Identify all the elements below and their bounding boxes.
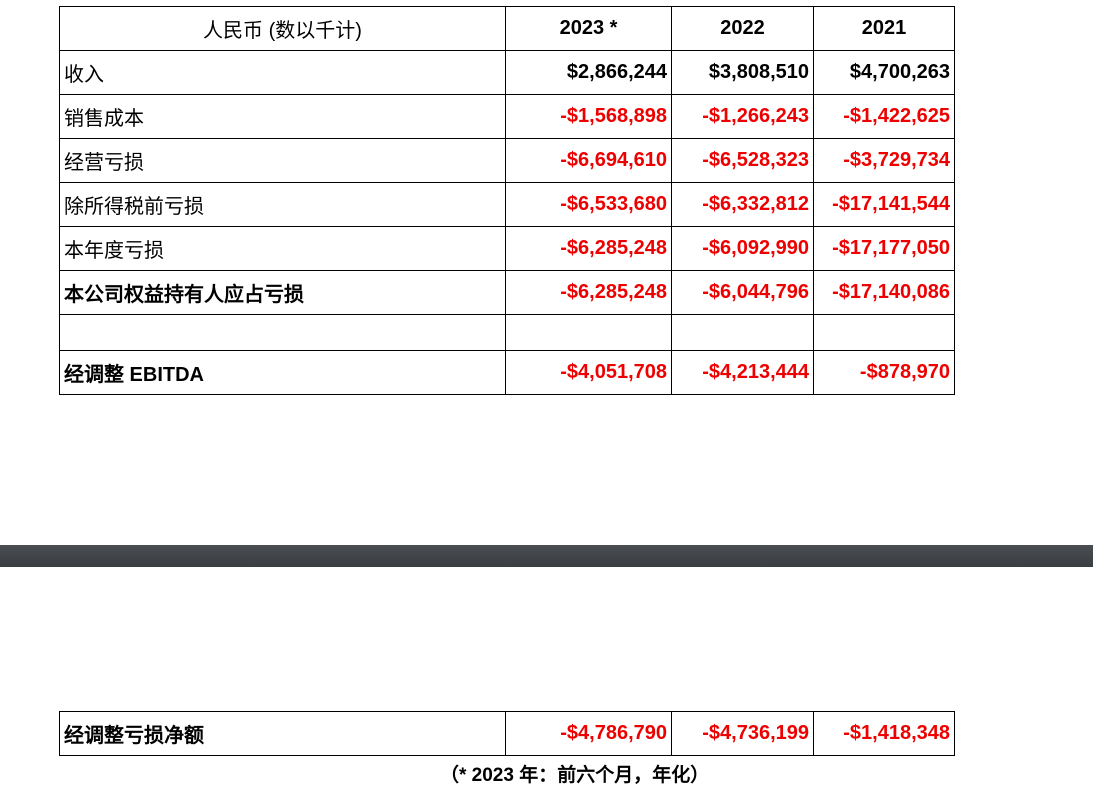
window-divider-bar (0, 545, 1093, 567)
value-2023: -$6,285,248 (505, 270, 672, 315)
value-2023: -$4,051,708 (505, 350, 672, 395)
value-2023: -$4,786,790 (505, 711, 672, 756)
value-2021 (813, 314, 955, 351)
footnote: （* 2023 年：前六个月，年化） (440, 765, 710, 786)
value-2021: $4,700,263 (813, 50, 955, 95)
row-label: 销售成本 (59, 94, 506, 139)
value-2021: -$1,422,625 (813, 94, 955, 139)
table-row: 收入 $2,866,244 $3,808,510 $4,700,263 (59, 50, 955, 95)
row-label: 本公司权益持有人应占亏损 (59, 270, 506, 315)
value-2023: -$6,285,248 (505, 226, 672, 271)
row-label: 经调整亏损净额 (59, 711, 506, 756)
currency-unit-header: 人民币 (数以千计) (59, 6, 506, 51)
value-2022: -$4,736,199 (671, 711, 814, 756)
value-2021: -$17,177,050 (813, 226, 955, 271)
year-header-2023: 2023 * (505, 6, 672, 51)
value-2022: -$4,213,444 (671, 350, 814, 395)
row-label: 本年度亏损 (59, 226, 506, 271)
value-2023: $2,866,244 (505, 50, 672, 95)
table-row: 经调整亏损净额 -$4,786,790 -$4,736,199 -$1,418,… (59, 711, 955, 756)
value-2023: -$6,694,610 (505, 138, 672, 183)
value-2022: -$6,044,796 (671, 270, 814, 315)
value-2023 (505, 314, 672, 351)
row-label: 经营亏损 (59, 138, 506, 183)
table-row: 本公司权益持有人应占亏损 -$6,285,248 -$6,044,796 -$1… (59, 270, 955, 315)
value-2023: -$6,533,680 (505, 182, 672, 227)
table-row: 经调整 EBITDA -$4,051,708 -$4,213,444 -$878… (59, 350, 955, 395)
value-2021: -$1,418,348 (813, 711, 955, 756)
table-row: 本年度亏损 -$6,285,248 -$6,092,990 -$17,177,0… (59, 226, 955, 271)
value-2022 (671, 314, 814, 351)
value-2022: -$1,266,243 (671, 94, 814, 139)
year-header-2021: 2021 (813, 6, 955, 51)
value-2022: $3,808,510 (671, 50, 814, 95)
financial-table: 人民币 (数以千计) 2023 * 2022 2021 收入 $2,866,24… (59, 6, 955, 395)
empty-row (59, 314, 955, 351)
row-label: 经调整 EBITDA (59, 350, 506, 395)
value-2023: -$1,568,898 (505, 94, 672, 139)
table-row: 经营亏损 -$6,694,610 -$6,528,323 -$3,729,734 (59, 138, 955, 183)
row-label (59, 314, 506, 351)
value-2021: -$878,970 (813, 350, 955, 395)
value-2022: -$6,332,812 (671, 182, 814, 227)
adjusted-net-loss-table: 经调整亏损净额 -$4,786,790 -$4,736,199 -$1,418,… (59, 711, 955, 756)
value-2022: -$6,528,323 (671, 138, 814, 183)
table-row: 销售成本 -$1,568,898 -$1,266,243 -$1,422,625 (59, 94, 955, 139)
row-label: 除所得税前亏损 (59, 182, 506, 227)
year-header-2022: 2022 (671, 6, 814, 51)
value-2021: -$17,140,086 (813, 270, 955, 315)
row-label: 收入 (59, 50, 506, 95)
value-2021: -$3,729,734 (813, 138, 955, 183)
value-2022: -$6,092,990 (671, 226, 814, 271)
table-row: 除所得税前亏损 -$6,533,680 -$6,332,812 -$17,141… (59, 182, 955, 227)
value-2021: -$17,141,544 (813, 182, 955, 227)
header-row: 人民币 (数以千计) 2023 * 2022 2021 (59, 6, 955, 51)
